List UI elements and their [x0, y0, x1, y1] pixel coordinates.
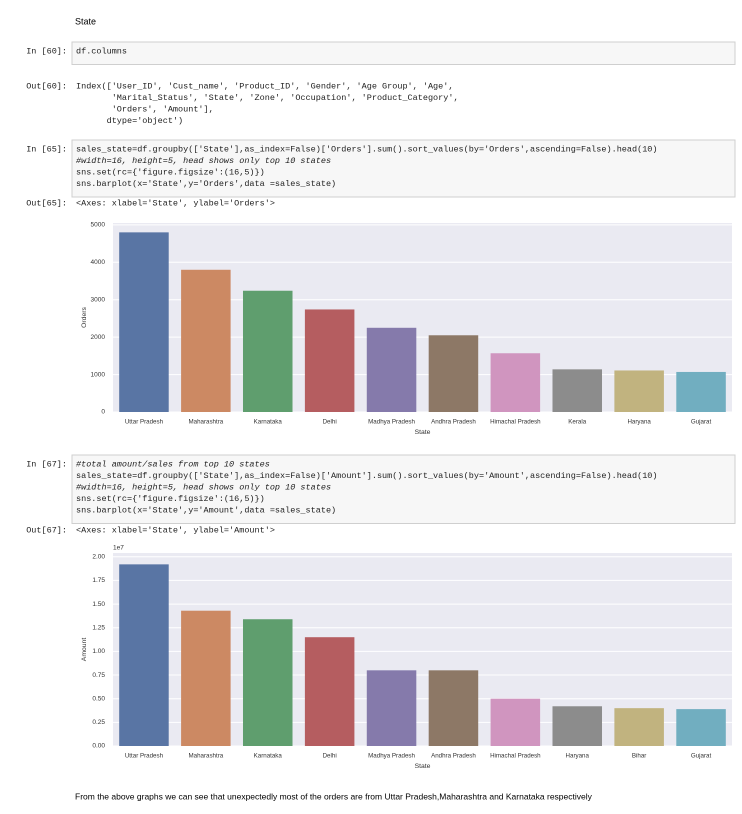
bar: [242, 290, 293, 412]
code-line: #total amount/sales from top 10 states: [76, 459, 270, 469]
code-line: sns.barplot(x='State',y='Amount',data =s…: [76, 505, 336, 515]
x-tick-label: Andhra Pradesh: [431, 419, 476, 426]
y-tick-label: 0.25: [92, 719, 105, 726]
output-line: 'Marital_Status', 'State', 'Zone', 'Occu…: [76, 93, 459, 103]
y-tick-label: 0: [101, 409, 105, 416]
bar: [490, 698, 541, 746]
bar: [676, 371, 726, 412]
output-line: <Axes: xlabel='State', ylabel='Orders'>: [76, 198, 275, 208]
y-tick-label: 0.75: [92, 672, 105, 679]
code-line: sns.set(rc={'figure.figsize':(16,5)}): [76, 494, 265, 504]
bar: [614, 370, 664, 412]
y-tick-label: 0.00: [92, 743, 105, 750]
x-tick-label: Maharashtra: [188, 419, 223, 426]
x-tick-label: Himachal Pradesh: [490, 753, 541, 760]
x-tick-label: Andhra Pradesh: [431, 753, 476, 760]
x-axis-label: State: [415, 429, 431, 436]
y-tick-label: 1000: [91, 371, 106, 378]
code-cell: [71, 454, 736, 524]
y-tick-label: 3000: [91, 296, 106, 303]
code-line: sns.barplot(x='State',y='Orders',data =s…: [76, 179, 336, 189]
output-line: Index(['User_ID', 'Cust_name', 'Product_…: [76, 81, 453, 91]
bar: [181, 269, 231, 412]
bar: [304, 637, 355, 746]
x-tick-label: Bihar: [632, 753, 646, 760]
y-tick-label: 4000: [91, 259, 106, 266]
y-axis-label: Amount: [81, 638, 88, 662]
prompt-out: Out[67]:: [26, 525, 67, 535]
code-line: sales_state=df.groupby(['State'],as_inde…: [76, 144, 658, 154]
bar: [366, 327, 417, 412]
output-line: dtype='object'): [76, 116, 183, 126]
x-tick-label: Madhya Pradesh: [368, 753, 415, 760]
x-tick-label: Kerala: [568, 419, 586, 426]
y-tick-label: 5000: [91, 222, 106, 229]
prompt-in: In [60]:: [26, 46, 67, 56]
bar: [490, 353, 541, 412]
x-tick-label: Delhi: [323, 753, 337, 760]
output-line: 'Orders', 'Amount'],: [76, 104, 214, 114]
axis-offset: 1e7: [113, 545, 124, 552]
bar: [119, 564, 169, 746]
code-line: sales_state=df.groupby(['State'],as_inde…: [76, 471, 658, 481]
prompt-in: In [67]:: [26, 459, 67, 469]
heading: State: [75, 16, 96, 26]
x-tick-label: Haryana: [566, 753, 590, 760]
bar: [366, 670, 417, 746]
x-tick-label: Delhi: [323, 419, 337, 426]
x-tick-label: Gujarat: [691, 753, 712, 760]
y-tick-label: 1.50: [92, 601, 105, 608]
y-tick-label: 0.50: [92, 695, 105, 702]
prompt-out: Out[65]:: [26, 198, 67, 208]
bar: [428, 670, 479, 746]
x-tick-label: Maharashtra: [188, 753, 223, 760]
bar: [304, 309, 355, 412]
code-line: sns.set(rc={'figure.figsize':(16,5)}): [76, 167, 265, 177]
conclusion: From the above graphs we can see that un…: [75, 791, 593, 801]
prompt-in: In [65]:: [26, 144, 67, 154]
y-tick-label: 1.00: [92, 648, 105, 655]
code-line: df.columns: [76, 46, 127, 56]
x-tick-label: Uttar Pradesh: [125, 419, 164, 426]
x-tick-label: Madhya Pradesh: [368, 419, 415, 426]
code-line: #width=16, height=5, head shows only top…: [76, 156, 331, 166]
x-axis-label: State: [415, 763, 431, 770]
bar: [428, 335, 479, 412]
x-tick-label: Uttar Pradesh: [125, 753, 164, 760]
bar: [242, 619, 293, 746]
y-tick-label: 1.75: [92, 577, 105, 584]
x-tick-label: Karnataka: [254, 419, 283, 426]
x-tick-label: Haryana: [627, 419, 651, 426]
y-axis-label: Orders: [81, 307, 88, 328]
y-tick-label: 1.25: [92, 624, 105, 631]
y-tick-label: 2.00: [92, 554, 105, 561]
output-line: <Axes: xlabel='State', ylabel='Amount'>: [76, 525, 275, 535]
x-tick-label: Gujarat: [691, 419, 712, 426]
x-tick-label: Karnataka: [254, 753, 283, 760]
prompt-out: Out[60]:: [26, 81, 67, 91]
code-line: #width=16, height=5, head shows only top…: [76, 482, 331, 492]
y-tick-label: 2000: [91, 334, 106, 341]
x-tick-label: Himachal Pradesh: [490, 419, 541, 426]
bar: [552, 369, 603, 412]
bar: [552, 706, 603, 746]
code-cell: [71, 41, 736, 65]
bar: [676, 709, 726, 746]
code-cell: [71, 139, 736, 198]
bar: [181, 610, 231, 746]
bar: [614, 708, 664, 746]
bar: [119, 232, 169, 412]
